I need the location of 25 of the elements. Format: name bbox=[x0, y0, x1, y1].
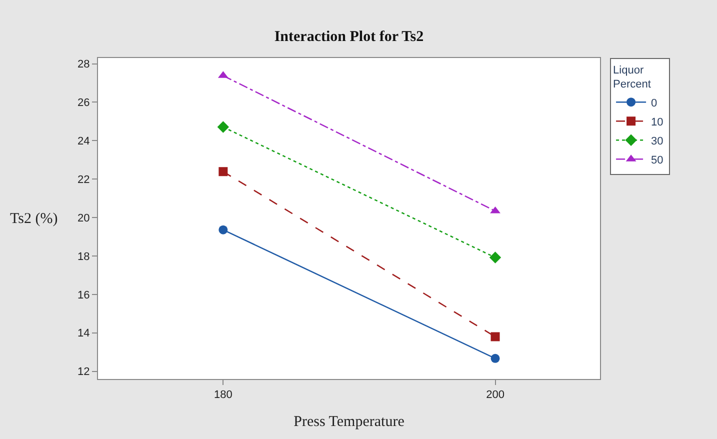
y-tick-label: 20 bbox=[78, 212, 90, 224]
y-tick-label: 28 bbox=[78, 58, 90, 71]
point bbox=[489, 252, 502, 264]
x-tick-label: 180 bbox=[214, 389, 232, 402]
legend-label: 30 bbox=[651, 135, 664, 148]
y-axis-title: Ts2 (%) bbox=[10, 211, 58, 227]
y-tick-label: 24 bbox=[78, 136, 90, 148]
legend-title: Liquor Percent bbox=[613, 64, 651, 91]
point bbox=[218, 225, 228, 234]
y-tick-label: 22 bbox=[78, 174, 90, 186]
point bbox=[218, 167, 228, 176]
chart-title: Interaction Plot for Ts2 bbox=[274, 29, 424, 46]
point bbox=[490, 354, 500, 363]
legend-label: 10 bbox=[651, 116, 664, 128]
y-tick-label: 16 bbox=[78, 289, 90, 302]
y-tick-label: 12 bbox=[78, 366, 90, 378]
x-axis-title: Press Temperature bbox=[294, 414, 405, 430]
legend-label: 0 bbox=[651, 97, 658, 110]
point bbox=[490, 332, 500, 342]
x-tick-label: 200 bbox=[486, 389, 504, 402]
point bbox=[217, 121, 230, 133]
legend-label: 50 bbox=[651, 154, 664, 166]
y-tick-label: 26 bbox=[78, 97, 90, 110]
y-tick-label: 14 bbox=[78, 328, 90, 340]
y-tick-label: 18 bbox=[78, 250, 90, 263]
